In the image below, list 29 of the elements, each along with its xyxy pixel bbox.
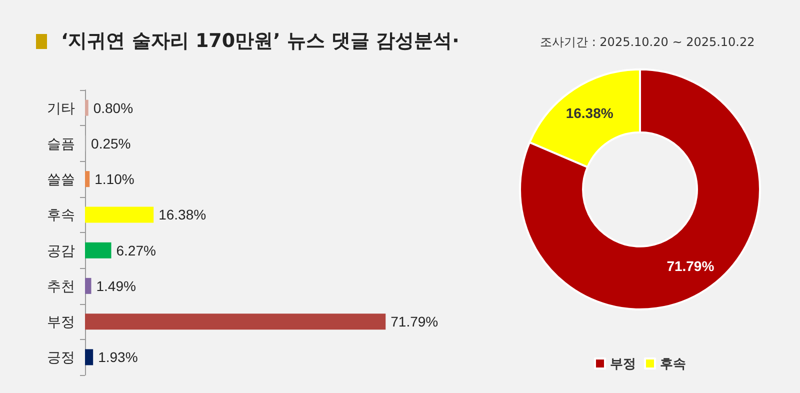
data-label: 6.27%: [116, 242, 156, 258]
y-tick-label: 공감: [47, 242, 75, 258]
data-label: 1.49%: [96, 278, 136, 294]
data-label: 0.25%: [91, 135, 131, 152]
chart-title: ‘지귀연 술자리 170만원’ 뉴스 댓글 감성분석·: [61, 29, 460, 54]
y-tick-label: 쓸쓸: [47, 171, 75, 188]
data-label: 1.10%: [94, 171, 134, 188]
y-tick-label: 부정: [47, 314, 75, 330]
bar: [85, 242, 112, 258]
data-label: 16.38%: [158, 206, 206, 223]
y-tick-label: 긍정: [47, 349, 75, 366]
y-tick-label: 슬픔: [47, 135, 75, 152]
y-tick-label: 추천: [47, 278, 75, 294]
bar: [85, 206, 154, 223]
legend-label: 부정: [610, 356, 636, 371]
y-tick-label: 후속: [47, 206, 75, 223]
data-label: 71.79%: [666, 258, 715, 274]
bar: [85, 314, 386, 330]
y-tick-label: 기타: [47, 100, 75, 116]
legend-label: 후속: [660, 356, 686, 371]
bar: [85, 171, 90, 188]
data-label: 1.93%: [98, 349, 138, 366]
bar: [85, 100, 88, 116]
bar: [85, 278, 92, 294]
bar: [85, 349, 94, 366]
data-label: 0.80%: [93, 100, 134, 116]
data-label: 71.79%: [390, 314, 438, 330]
chart-subtitle: 조사기간 : 2025.10.20 ~ 2025.10.22: [540, 34, 755, 51]
data-label: 16.38%: [566, 105, 614, 122]
